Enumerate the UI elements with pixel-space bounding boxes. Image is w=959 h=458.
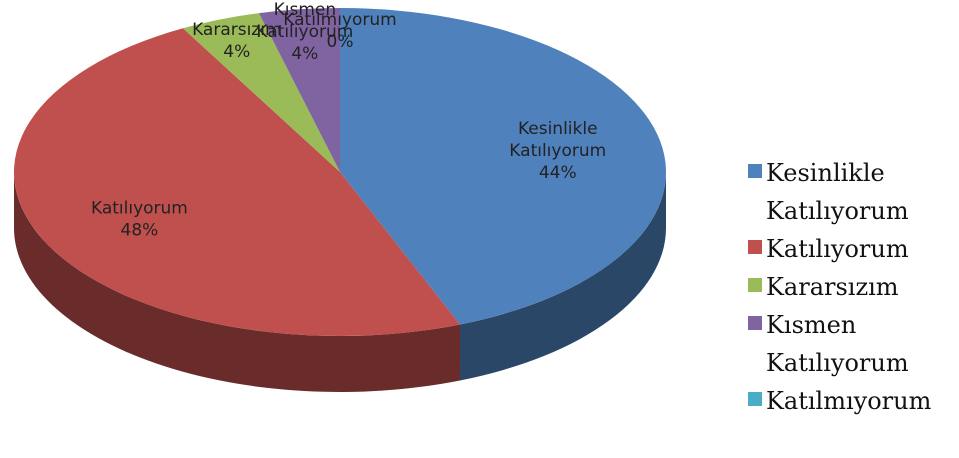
slice — [182, 13, 340, 173]
legend-marker — [748, 164, 762, 178]
legend-label: Kısmen Katılıyorum — [766, 311, 909, 377]
data-label-line: Katılıyorum — [256, 22, 353, 42]
data-label-line: Kararsızım — [192, 20, 281, 40]
legend-label-line: Katılıyorum — [766, 349, 909, 377]
legend-label: Kesinlikle Katılıyorum — [766, 159, 909, 225]
slice — [340, 8, 666, 325]
legend-label: Katılıyorum — [766, 235, 909, 263]
pie — [14, 8, 666, 392]
legend-label: Kararsızım — [766, 273, 899, 301]
data-labels: Kesinlikle Katılıyorum 44%Katılıyorum 48%Ka… — [91, 0, 606, 240]
data-label-line: Kesinlikle — [518, 119, 598, 139]
legend: Kesinlikle Katılıyorum Katılıyorum Kararsız… — [748, 159, 932, 415]
slice — [14, 28, 461, 336]
data-label: Katılıyorum 48% — [91, 198, 188, 240]
data-label-line: Katılmıyorum — [283, 10, 396, 30]
slice — [258, 8, 340, 172]
data-label-value: 0% — [327, 32, 354, 52]
legend-label-line: Katılıyorum — [766, 235, 909, 263]
legend-label-line: Katılmıyorum — [766, 387, 932, 415]
data-label-value: 48% — [121, 220, 159, 240]
legend-marker — [748, 392, 762, 406]
data-label-value: 4% — [291, 44, 318, 64]
data-label: Kesinlikle Katılıyorum 44% — [509, 119, 606, 183]
legend-label: Katılmıyorum — [766, 387, 932, 415]
data-label: Katılmıyorum 0% — [283, 10, 396, 52]
legend-label-line: Katılıyorum — [766, 197, 909, 225]
data-label-line: Katılıyorum — [91, 198, 188, 218]
legend-label-line: Kısmen — [766, 311, 856, 339]
data-label: Kararsızım 4% — [192, 20, 281, 62]
data-label-line: Katılıyorum — [509, 141, 606, 161]
legend-label-line: Kararsızım — [766, 273, 899, 301]
legend-marker — [748, 240, 762, 254]
data-label-line: Kısmen — [274, 0, 337, 20]
legend-marker — [748, 278, 762, 292]
slice-side — [14, 172, 461, 392]
legend-marker — [748, 316, 762, 330]
data-label-value: 44% — [539, 163, 577, 183]
legend-label-line: Kesinlikle — [766, 159, 885, 187]
data-label-value: 4% — [223, 42, 250, 62]
slice-side — [460, 172, 666, 381]
data-label: Kısmen Katılıyorum 4% — [256, 0, 353, 64]
